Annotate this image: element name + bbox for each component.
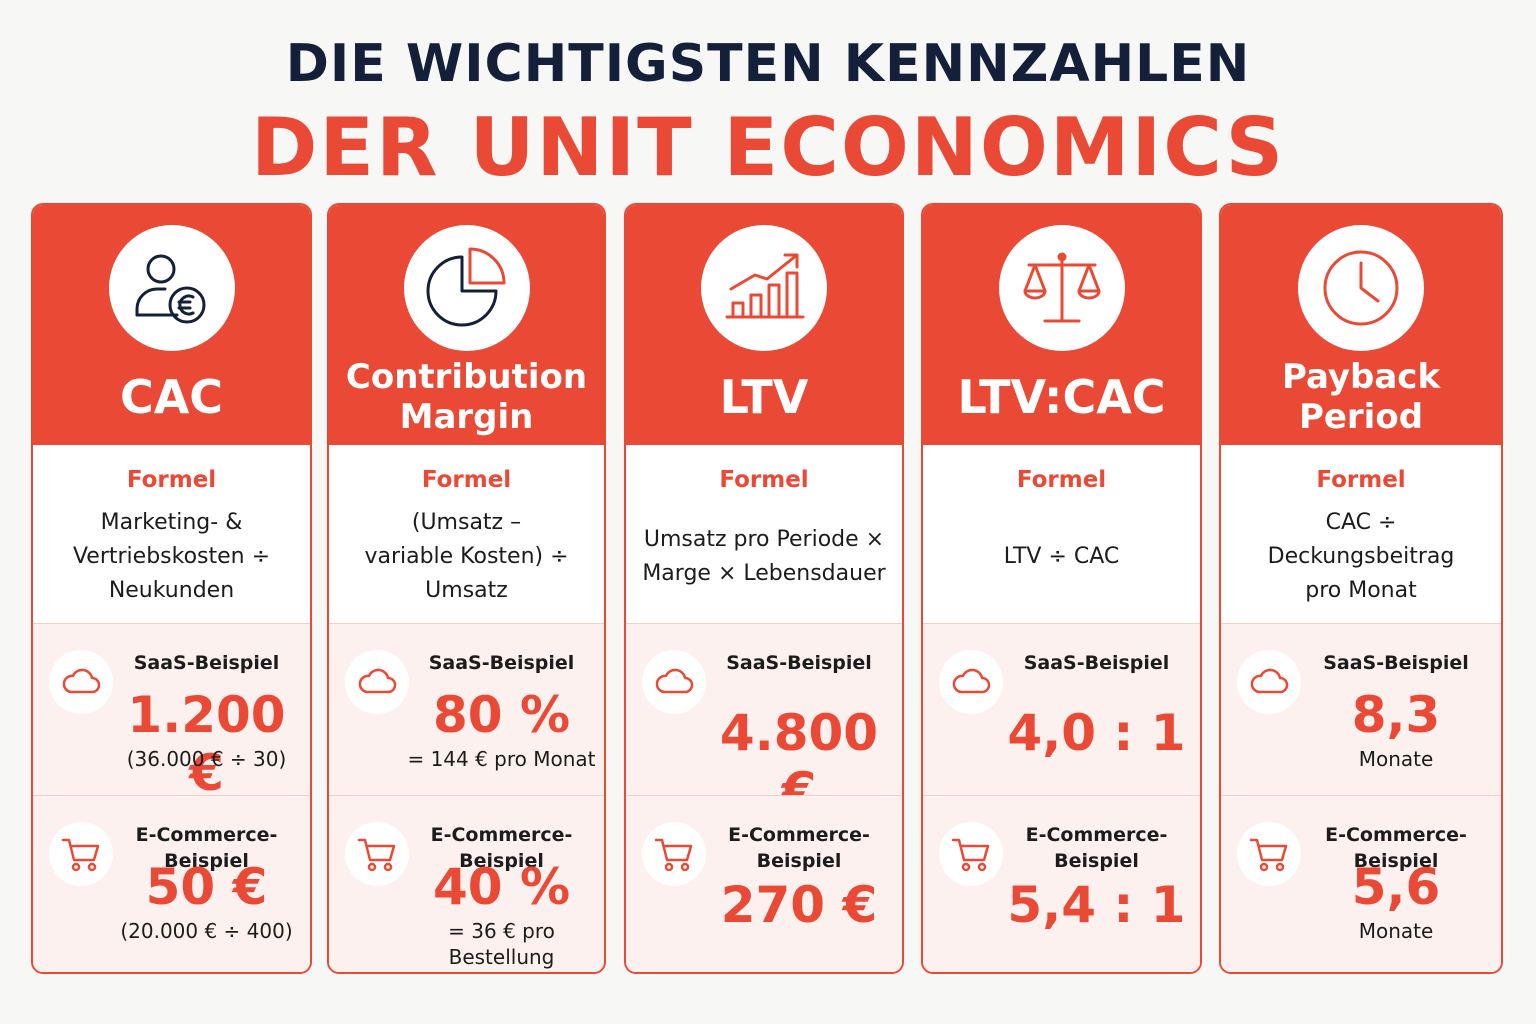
cart-icon: [357, 838, 396, 872]
page-title-line-2: DER UNIT ECONOMICS: [250, 101, 1286, 194]
cart-icon-badge: [345, 822, 409, 886]
formula-label: Formel: [719, 467, 809, 493]
example-label: SaaS-Beispiel: [428, 652, 575, 674]
example-value: 50 €: [145, 858, 268, 916]
saas-example: SaaS-Beispiel 4,0 : 1: [923, 623, 1200, 795]
card-ltv: LTV Formel Umsatz pro Periode × Marge × …: [624, 203, 904, 974]
formula-section: Formel (Umsatz – variable Kosten) ÷ Umsa…: [329, 445, 604, 623]
formula-text: LTV ÷ CAC: [1003, 544, 1120, 569]
cart-icon: [61, 838, 100, 872]
formula-text: Umsatz pro Periode × Marge × Lebensdauer: [642, 527, 886, 586]
icon-badge: [998, 225, 1125, 351]
card-header: CAC: [33, 205, 310, 445]
ecommerce-example: E-Commerce-Beispiel 270 €: [626, 795, 902, 972]
card-title: Payback Period: [1281, 357, 1441, 437]
formula-label: Formel: [421, 467, 512, 493]
card-contribution-margin: Contribution Margin Formel (Umsatz – var…: [327, 203, 606, 974]
formula-section: Formel Umsatz pro Periode × Marge × Lebe…: [626, 445, 902, 623]
formula-section: Formel LTV ÷ CAC: [923, 445, 1200, 623]
ecommerce-example: E-Commerce-Beispiel 50 € (20.000 € ÷ 400…: [33, 795, 310, 972]
card-header: Contribution Margin: [329, 205, 604, 445]
cloud-icon: [62, 668, 101, 694]
growth-chart-icon: [725, 253, 805, 319]
example-label: SaaS-Beispiel: [726, 652, 872, 674]
card-header: LTV: [626, 205, 902, 445]
page-title-line-1: DIE WICHTIGSTEN KENNZAHLEN: [285, 34, 1251, 94]
formula-text: (Umsatz – variable Kosten) ÷ Umsatz: [364, 510, 569, 603]
example-label: E-Commerce-Beispiel: [728, 824, 870, 872]
cart-icon-badge: [1237, 822, 1301, 886]
saas-example: SaaS-Beispiel 8,3 Monate: [1221, 623, 1501, 795]
example-note: (20.000 € ÷ 400): [120, 919, 293, 943]
icon-badge: [701, 225, 827, 351]
cart-icon-badge: [642, 822, 706, 886]
cloud-icon: [358, 668, 397, 694]
clock-icon: [1323, 250, 1399, 326]
ecommerce-example: E-Commerce-Beispiel 5,6 Monate: [1221, 795, 1501, 972]
card-title: CAC: [119, 370, 224, 424]
example-label: SaaS-Beispiel: [133, 652, 280, 674]
cloud-icon-badge: [49, 650, 113, 714]
cloud-icon-badge: [345, 650, 409, 714]
ecommerce-example: E-Commerce-Beispiel 40 % = 36 € pro Best…: [329, 795, 604, 972]
customer-euro-icon: [135, 254, 205, 324]
card-title: Contribution Margin: [345, 357, 588, 437]
card-header: Payback Period: [1221, 205, 1501, 445]
example-note: = 36 € pro Bestellung: [448, 919, 555, 969]
cart-icon-badge: [49, 822, 113, 886]
pie-chart-icon: [426, 247, 505, 327]
formula-label: Formel: [126, 467, 217, 493]
cloud-icon: [1250, 668, 1289, 694]
example-value: 5,4 : 1: [1007, 876, 1186, 934]
icon-badge: [1298, 225, 1424, 351]
icon-badge: [108, 225, 235, 351]
example-label: SaaS-Beispiel: [1023, 652, 1170, 674]
cloud-icon: [952, 668, 991, 694]
example-value: 270 €: [720, 876, 878, 934]
example-label: E-Commerce-Beispiel: [135, 824, 278, 872]
formula-label: Formel: [1016, 467, 1107, 493]
card-title: LTV: [719, 370, 809, 424]
cart-icon: [1249, 838, 1288, 872]
example-note: Monate: [1358, 919, 1434, 943]
cloud-icon-badge: [939, 650, 1003, 714]
cart-icon: [951, 838, 990, 872]
scale-icon: [1023, 252, 1100, 323]
formula-section: Formel Marketing- & Vertriebskosten ÷ Ne…: [33, 445, 310, 623]
icon-badge: [403, 225, 530, 351]
card-title: LTV:CAC: [957, 370, 1166, 424]
cloud-icon: [655, 668, 694, 694]
example-note: (36.000 € ÷ 30): [126, 747, 287, 771]
ecommerce-example: E-Commerce-Beispiel 5,4 : 1: [923, 795, 1200, 972]
example-label: E-Commerce-Beispiel: [1025, 824, 1168, 872]
example-value: 80 %: [432, 686, 571, 744]
example-label: E-Commerce-Beispiel: [1325, 824, 1467, 872]
example-value: 40 %: [432, 858, 571, 916]
example-value: 1.200 €: [127, 686, 286, 802]
card-cac: CAC Formel Marketing- & Vertriebskosten …: [31, 203, 312, 974]
example-value: 8,3: [1351, 686, 1441, 744]
example-note: = 144 € pro Monat: [407, 747, 596, 771]
saas-example: SaaS-Beispiel 4.800 €: [626, 623, 902, 820]
formula-text: Marketing- & Vertriebskosten ÷ Neukunden: [72, 510, 271, 603]
formula-section: Formel CAC ÷ Deckungsbeitrag pro Monat: [1221, 445, 1501, 623]
saas-example: SaaS-Beispiel 80 % = 144 € pro Monat: [329, 623, 604, 795]
example-label: SaaS-Beispiel: [1323, 652, 1469, 674]
formula-label: Formel: [1316, 467, 1406, 493]
formula-text: CAC ÷ Deckungsbeitrag pro Monat: [1267, 510, 1455, 603]
cart-icon-badge: [939, 822, 1003, 886]
cloud-icon-badge: [642, 650, 706, 714]
example-value: 5,6: [1351, 858, 1441, 916]
example-label: E-Commerce-Beispiel: [430, 824, 573, 872]
example-note: Monate: [1358, 747, 1434, 771]
example-value: 4,0 : 1: [1007, 704, 1186, 762]
cloud-icon-badge: [1237, 650, 1301, 714]
card-payback-period: Payback Period Formel CAC ÷ Deckungsbeit…: [1219, 203, 1503, 974]
card-header: LTV:CAC: [923, 205, 1200, 445]
cart-icon: [654, 838, 693, 872]
saas-example: SaaS-Beispiel 1.200 € (36.000 € ÷ 30): [33, 623, 310, 802]
card-ltv-cac: LTV:CAC Formel LTV ÷ CAC SaaS-Beispiel 4…: [921, 203, 1202, 974]
